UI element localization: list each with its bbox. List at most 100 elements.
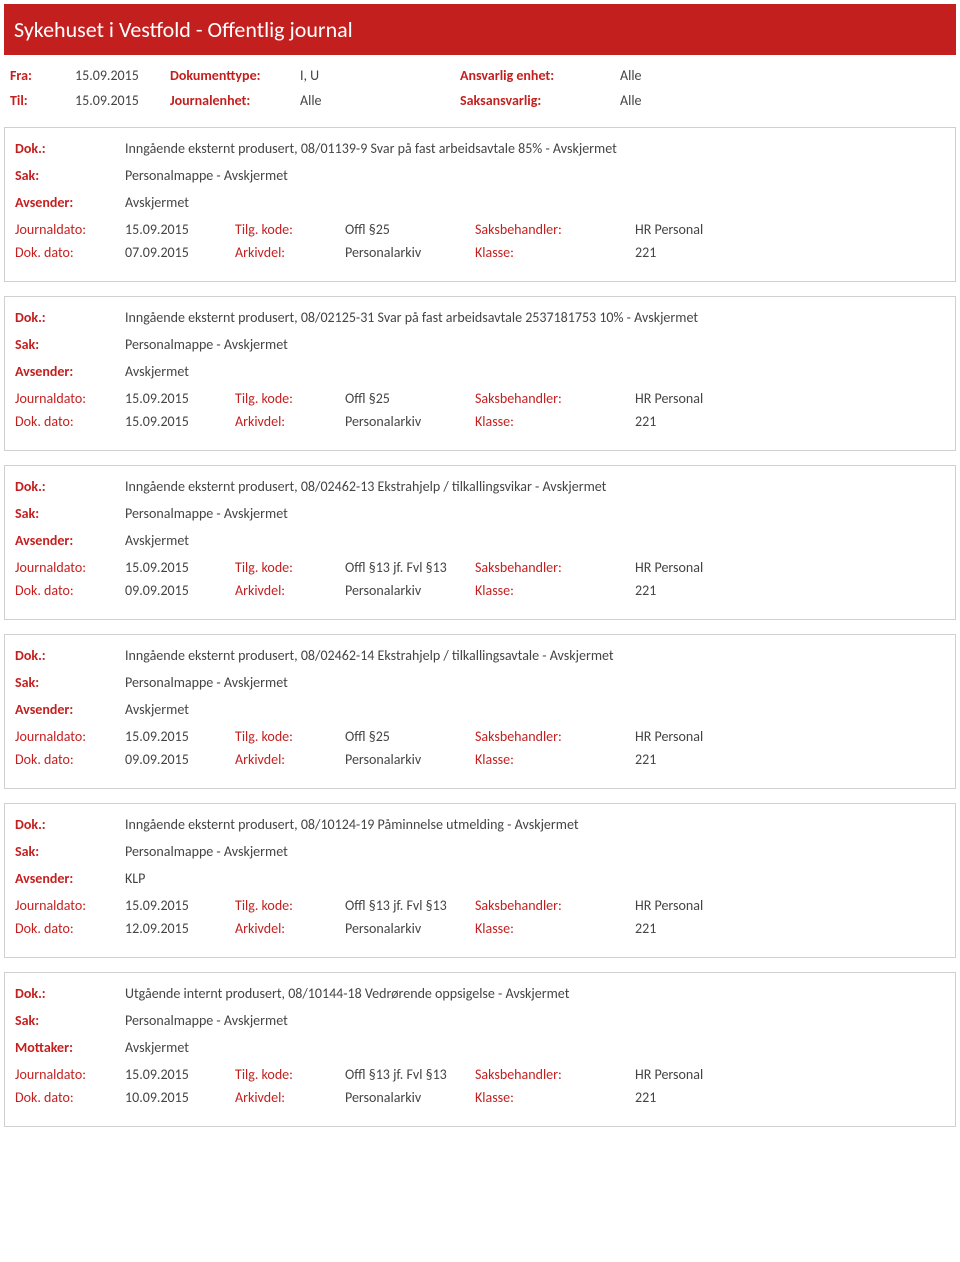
dok-value: Inngående eksternt produsert, 08/02125-3… (125, 309, 698, 326)
dokdato-label: Dok. dato: (15, 244, 125, 261)
tilgkode-label: Tilg. kode: (235, 1066, 345, 1083)
arkivdel-label: Arkivdel: (235, 1089, 345, 1106)
journal-entry: Dok.: Inngående eksternt produsert, 08/1… (4, 803, 956, 958)
journaldato-label: Journaldato: (15, 897, 125, 914)
sak-value: Personalmappe - Avskjermet (125, 843, 288, 860)
dokdato-label: Dok. dato: (15, 582, 125, 599)
sak-value: Personalmappe - Avskjermet (125, 1012, 288, 1029)
klasse-label: Klasse: (475, 1089, 635, 1106)
sak-value: Personalmappe - Avskjermet (125, 505, 288, 522)
journal-entry: Dok.: Inngående eksternt produsert, 08/0… (4, 634, 956, 789)
dok-value: Utgående internt produsert, 08/10144-18 … (125, 985, 569, 1002)
party-value: KLP (125, 870, 145, 887)
dok-label: Dok.: (15, 140, 125, 157)
party-label: Avsender: (15, 532, 125, 549)
arkivdel-value: Personalarkiv (345, 582, 475, 599)
tilgkode-label: Tilg. kode: (235, 728, 345, 745)
klasse-value: 221 (635, 751, 656, 768)
arkivdel-label: Arkivdel: (235, 582, 345, 599)
journaldato-value: 15.09.2015 (125, 390, 235, 407)
journaldato-label: Journaldato: (15, 1066, 125, 1083)
meta-doktype-label: Dokumenttype: (170, 67, 290, 84)
tilgkode-label: Tilg. kode: (235, 897, 345, 914)
saksbehandler-value: HR Personal (635, 1066, 703, 1083)
party-value: Avskjermet (125, 1039, 189, 1056)
party-value: Avskjermet (125, 194, 189, 211)
klasse-label: Klasse: (475, 413, 635, 430)
journaldato-value: 15.09.2015 (125, 728, 235, 745)
party-label: Avsender: (15, 363, 125, 380)
arkivdel-value: Personalarkiv (345, 1089, 475, 1106)
saksbehandler-value: HR Personal (635, 221, 703, 238)
klasse-label: Klasse: (475, 751, 635, 768)
journaldato-value: 15.09.2015 (125, 221, 235, 238)
saksbehandler-label: Saksbehandler: (475, 221, 635, 238)
saksbehandler-label: Saksbehandler: (475, 728, 635, 745)
tilgkode-value: Offl §13 jf. Fvl §13 (345, 1066, 475, 1083)
saksbehandler-value: HR Personal (635, 559, 703, 576)
klasse-value: 221 (635, 920, 656, 937)
dokdato-label: Dok. dato: (15, 751, 125, 768)
dokdato-label: Dok. dato: (15, 1089, 125, 1106)
tilgkode-label: Tilg. kode: (235, 390, 345, 407)
arkivdel-value: Personalarkiv (345, 920, 475, 937)
dok-label: Dok.: (15, 309, 125, 326)
journal-entry: Dok.: Inngående eksternt produsert, 08/0… (4, 296, 956, 451)
saksbehandler-label: Saksbehandler: (475, 1066, 635, 1083)
tilgkode-label: Tilg. kode: (235, 221, 345, 238)
page-title: Sykehuset i Vestfold - Offentlig journal (14, 16, 946, 43)
meta-fra-value: 15.09.2015 (75, 67, 160, 84)
meta-fra-label: Fra: (10, 67, 65, 84)
journal-entry: Dok.: Utgående internt produsert, 08/101… (4, 972, 956, 1127)
journal-entry: Dok.: Inngående eksternt produsert, 08/0… (4, 127, 956, 282)
meta-row-1: Fra: 15.09.2015 Dokumenttype: I, U Ansva… (0, 63, 960, 88)
sak-label: Sak: (15, 167, 125, 184)
dok-label: Dok.: (15, 478, 125, 495)
sak-value: Personalmappe - Avskjermet (125, 336, 288, 353)
klasse-label: Klasse: (475, 244, 635, 261)
dokdato-value: 12.09.2015 (125, 920, 235, 937)
arkivdel-value: Personalarkiv (345, 751, 475, 768)
dok-value: Inngående eksternt produsert, 08/02462-1… (125, 647, 614, 664)
klasse-label: Klasse: (475, 920, 635, 937)
journaldato-value: 15.09.2015 (125, 897, 235, 914)
party-value: Avskjermet (125, 701, 189, 718)
journaldato-label: Journaldato: (15, 221, 125, 238)
dokdato-value: 10.09.2015 (125, 1089, 235, 1106)
saksbehandler-value: HR Personal (635, 897, 703, 914)
sak-value: Personalmappe - Avskjermet (125, 674, 288, 691)
saksbehandler-label: Saksbehandler: (475, 390, 635, 407)
meta-journalenhet-value: Alle (300, 92, 450, 109)
dok-value: Inngående eksternt produsert, 08/02462-1… (125, 478, 606, 495)
saksbehandler-value: HR Personal (635, 390, 703, 407)
arkivdel-label: Arkivdel: (235, 244, 345, 261)
journaldato-value: 15.09.2015 (125, 1066, 235, 1083)
klasse-value: 221 (635, 244, 656, 261)
dokdato-label: Dok. dato: (15, 920, 125, 937)
tilgkode-label: Tilg. kode: (235, 559, 345, 576)
dok-label: Dok.: (15, 816, 125, 833)
sak-label: Sak: (15, 843, 125, 860)
tilgkode-value: Offl §25 (345, 221, 475, 238)
klasse-label: Klasse: (475, 582, 635, 599)
dokdato-label: Dok. dato: (15, 413, 125, 430)
page-header: Sykehuset i Vestfold - Offentlig journal (4, 4, 956, 55)
dok-label: Dok.: (15, 647, 125, 664)
journaldato-value: 15.09.2015 (125, 559, 235, 576)
sak-label: Sak: (15, 336, 125, 353)
meta-saksansvarlig-value: Alle (620, 92, 642, 109)
saksbehandler-label: Saksbehandler: (475, 559, 635, 576)
arkivdel-label: Arkivdel: (235, 413, 345, 430)
tilgkode-value: Offl §13 jf. Fvl §13 (345, 897, 475, 914)
tilgkode-value: Offl §25 (345, 390, 475, 407)
party-value: Avskjermet (125, 363, 189, 380)
tilgkode-value: Offl §13 jf. Fvl §13 (345, 559, 475, 576)
dok-value: Inngående eksternt produsert, 08/10124-1… (125, 816, 579, 833)
arkivdel-value: Personalarkiv (345, 244, 475, 261)
tilgkode-value: Offl §25 (345, 728, 475, 745)
party-label: Avsender: (15, 701, 125, 718)
journaldato-label: Journaldato: (15, 559, 125, 576)
dokdato-value: 07.09.2015 (125, 244, 235, 261)
journal-entry: Dok.: Inngående eksternt produsert, 08/0… (4, 465, 956, 620)
journaldato-label: Journaldato: (15, 728, 125, 745)
